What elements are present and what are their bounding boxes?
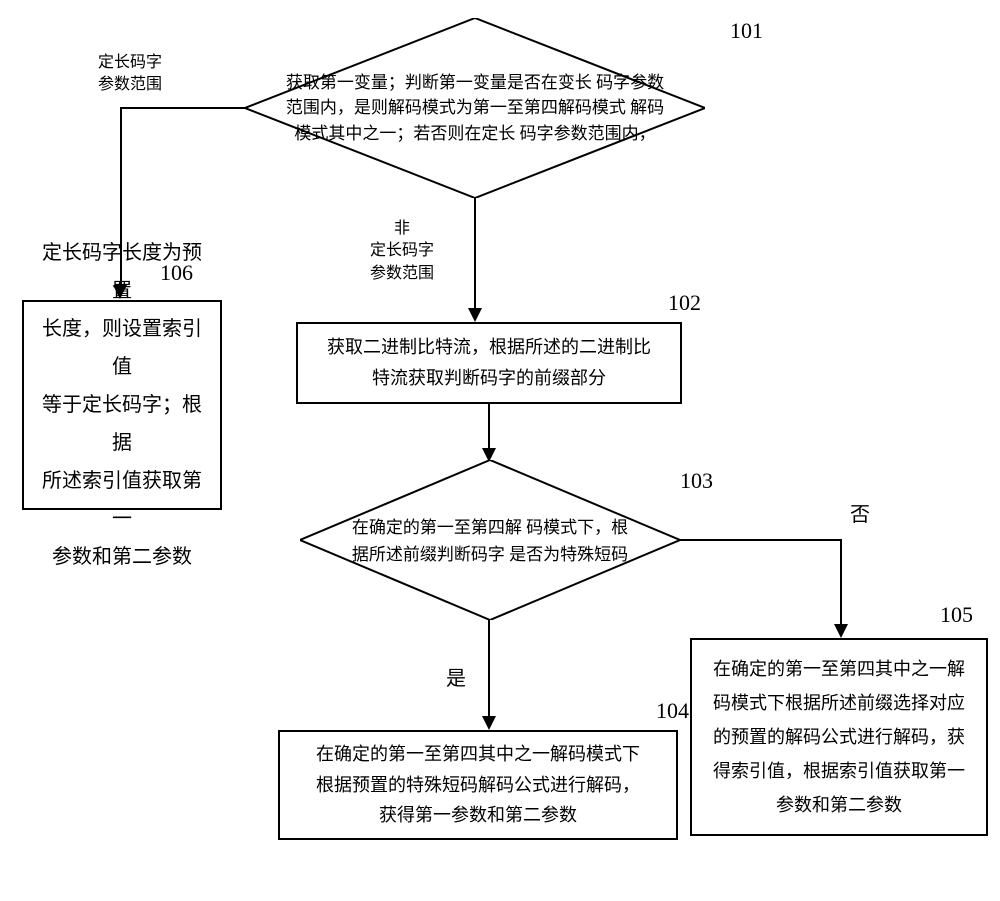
decision-101: 获取第一变量；判断第一变量是否在变长 码字参数范围内，是则解码模式为第一至第四解… — [245, 18, 705, 198]
process-102: 获取二进制比特流，根据所述的二进制比 特流获取判断码字的前缀部分 — [296, 322, 682, 404]
decision-103: 在确定的第一至第四解 码模式下，根据所述前缀判断码字 是否为特殊短码 — [300, 460, 680, 620]
process-104-text: 在确定的第一至第四其中之一解码模式下 根据预置的特殊短码解码公式进行解码， 获得… — [316, 739, 640, 831]
process-105-text: 在确定的第一至第四其中之一解 码模式下根据所述前缀选择对应 的预置的解码公式进行… — [713, 652, 965, 823]
edge-102-103-v — [488, 404, 490, 450]
step-label-106: 106 — [160, 260, 193, 286]
step-label-102: 102 — [668, 290, 701, 316]
decision-103-text: 在确定的第一至第四解 码模式下，根据所述前缀判断码字 是否为特殊短码 — [350, 496, 630, 586]
edge-label-yes: 是 — [446, 662, 466, 691]
edge-103-105-h — [680, 539, 842, 541]
edge-103-105-v — [840, 539, 842, 627]
step-label-103: 103 — [680, 468, 713, 494]
process-105: 在确定的第一至第四其中之一解 码模式下根据所述前缀选择对应 的预置的解码公式进行… — [690, 638, 988, 836]
decision-101-text: 获取第一变量；判断第一变量是否在变长 码字参数范围内，是则解码模式为第一至第四解… — [285, 52, 665, 164]
step-label-105: 105 — [940, 602, 973, 628]
edge-label-var-range: 非 定长码字 参数范围 — [370, 218, 434, 285]
process-102-text: 获取二进制比特流，根据所述的二进制比 特流获取判断码字的前缀部分 — [327, 332, 651, 393]
process-106: 定长码字长度为预置 长度，则设置索引值 等于定长码字；根据 所述索引值获取第一 … — [22, 300, 222, 510]
edge-label-fixed-range: 定长码字 参数范围 — [98, 52, 162, 97]
edge-103-104-v — [488, 620, 490, 718]
process-104: 在确定的第一至第四其中之一解码模式下 根据预置的特殊短码解码公式进行解码， 获得… — [278, 730, 678, 840]
edge-103-104-arrow — [482, 716, 496, 730]
edge-101-106-h — [120, 107, 248, 109]
edge-101-102-arrow — [468, 308, 482, 322]
edge-label-no: 否 — [850, 498, 870, 527]
edge-101-102-v — [474, 198, 476, 310]
step-label-104: 104 — [656, 698, 689, 724]
edge-103-105-arrow — [834, 624, 848, 638]
step-label-101: 101 — [730, 18, 763, 44]
